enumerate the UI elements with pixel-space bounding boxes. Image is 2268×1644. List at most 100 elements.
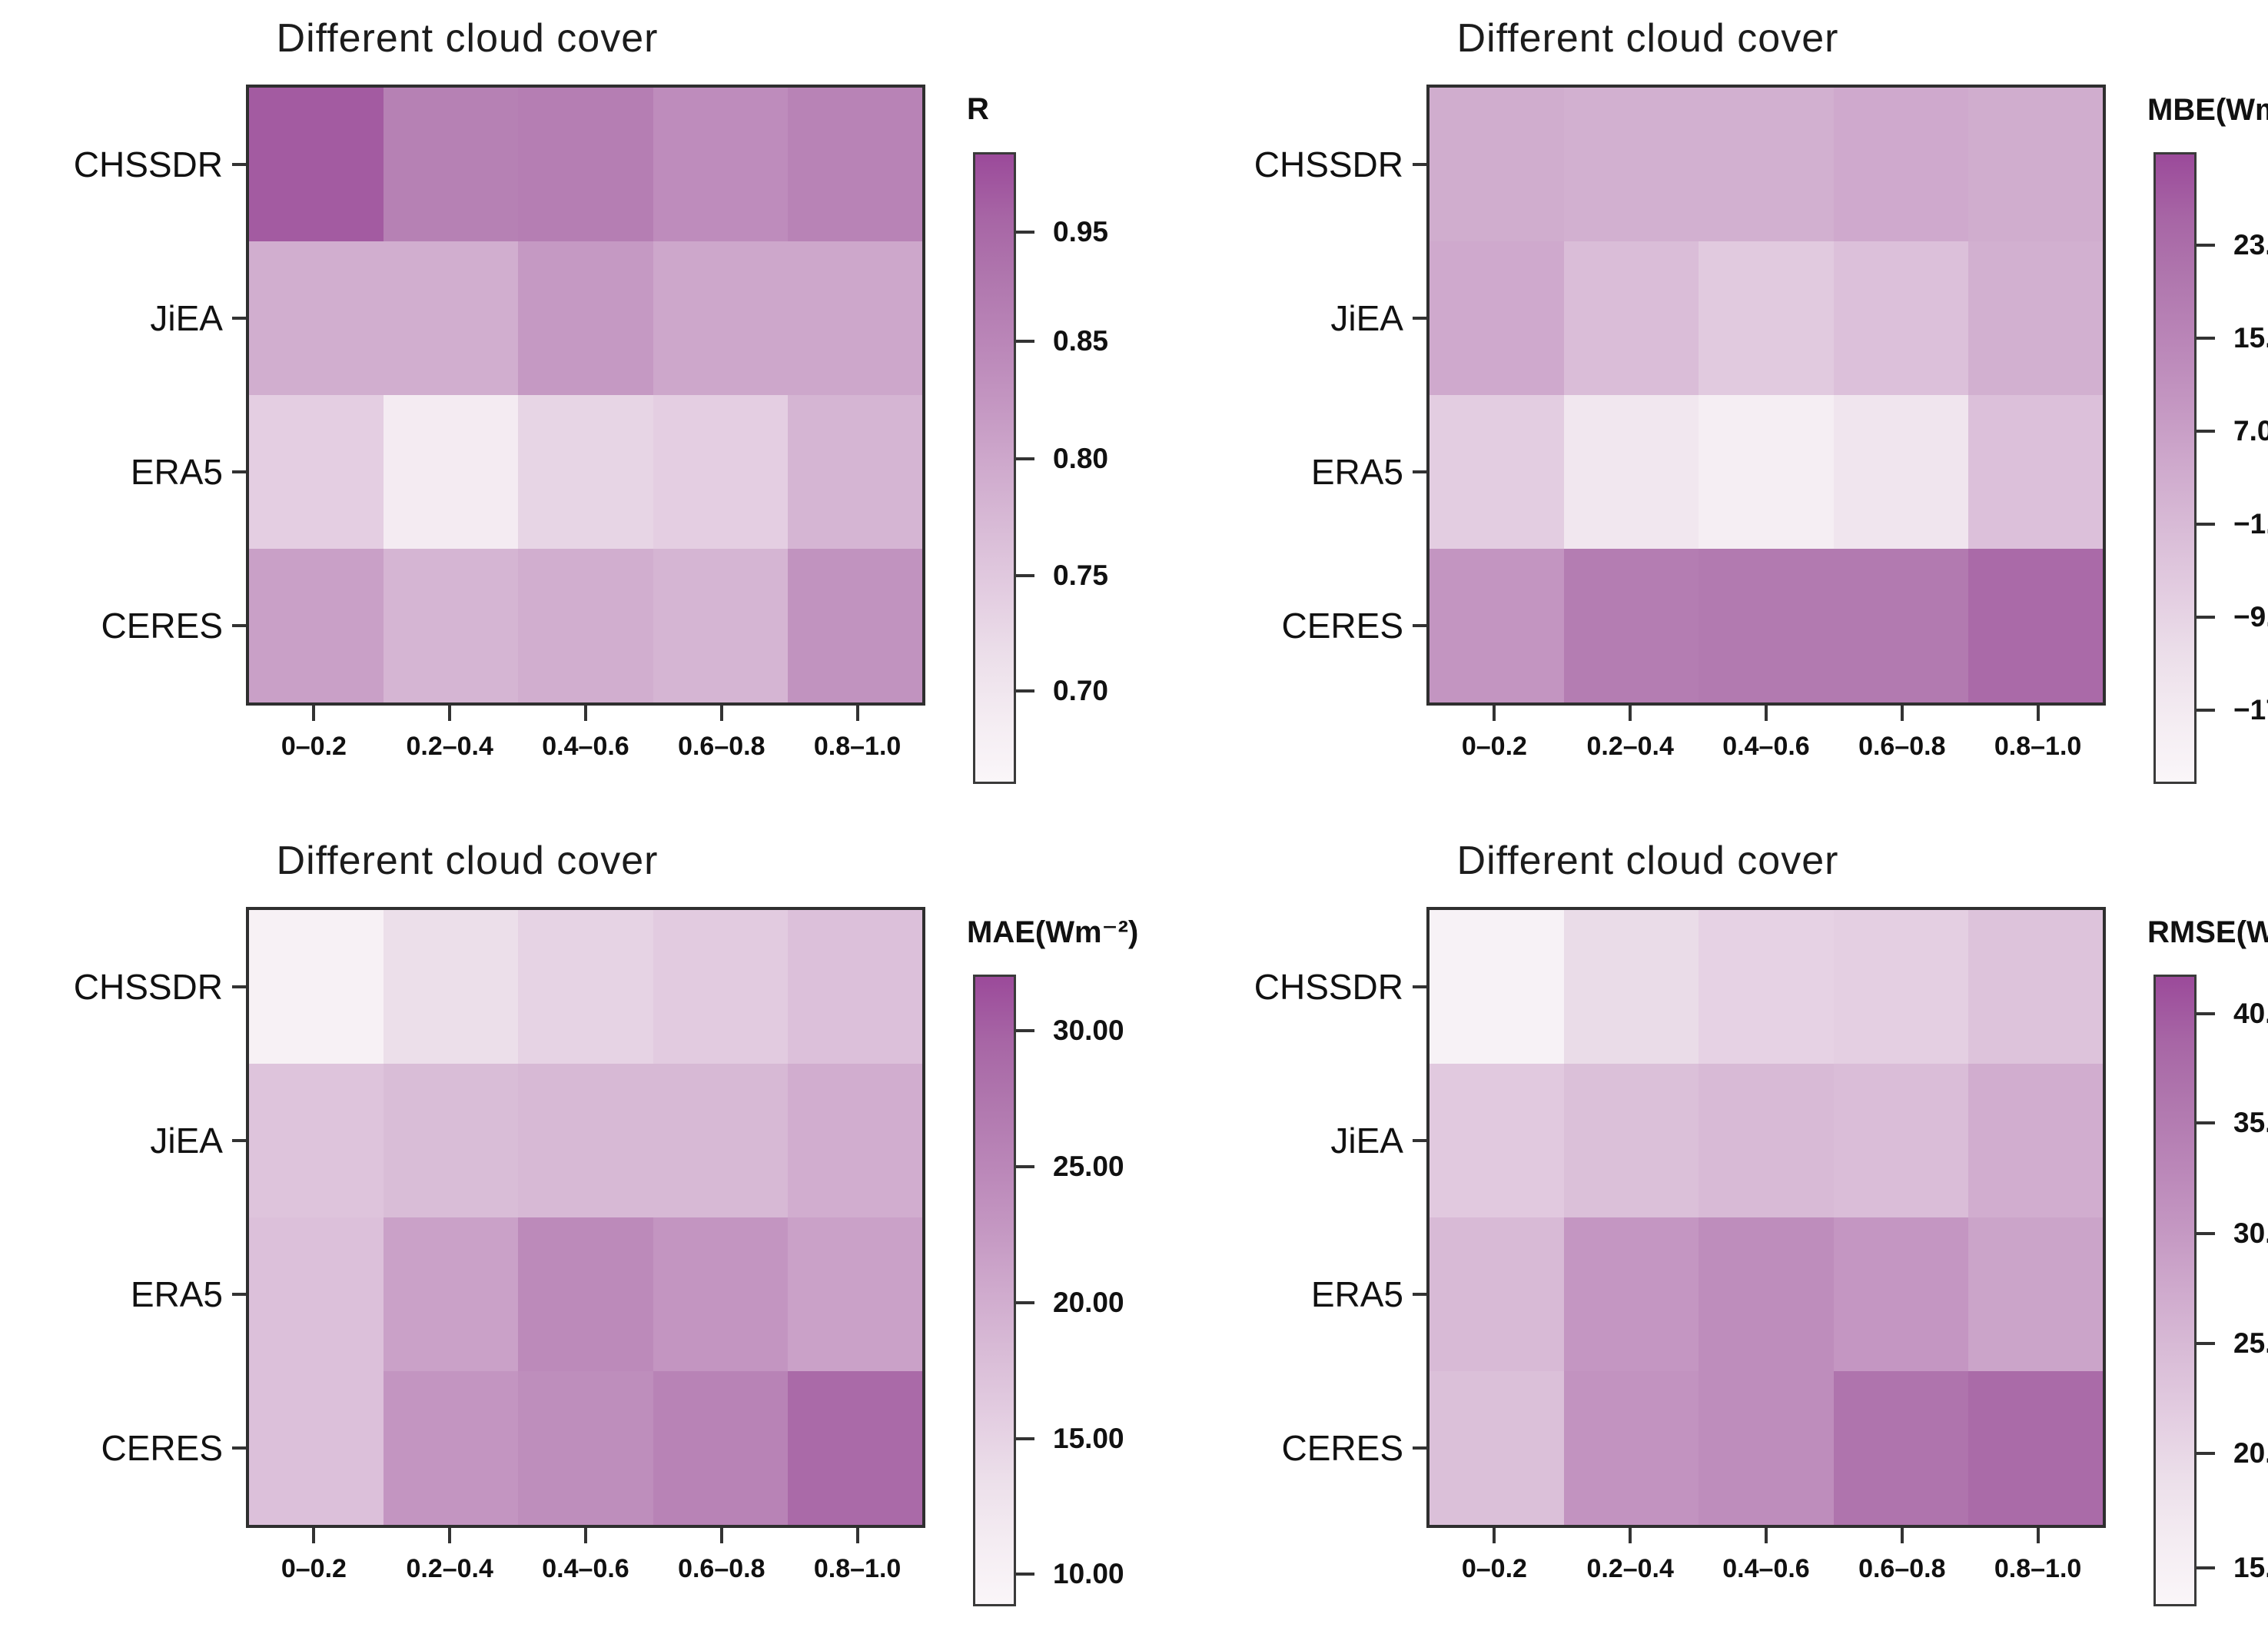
colorbar-tick-label: 30.00: [1053, 1015, 1124, 1047]
colorbar-tick-label: −1.00: [2233, 508, 2268, 540]
heatmap-cell: [518, 1370, 653, 1525]
x-axis: 0–0.2 0.2–0.4 0.4–0.6 0.6–0.8 0.8–1.0: [246, 1527, 925, 1612]
panel-body: CHSSDR JiEA ERA5 CERES 0–0.2 0.2–0.4 0.4–0.6 0…: [22, 85, 1180, 790]
x-axis-tick: [2036, 1527, 2040, 1543]
heatmap-cell: [384, 88, 519, 241]
heatmap-cell: [787, 1370, 922, 1525]
x-axis-tick: [1493, 1527, 1496, 1543]
y-axis-tick: [232, 1138, 246, 1142]
colorbar-tick-label: −9.00: [2233, 600, 2268, 633]
heatmap-cell: [1430, 241, 1565, 395]
x-axis-label: 0.8–1.0: [813, 1553, 902, 1583]
x-axis-label: 0.6–0.8: [678, 1553, 765, 1583]
y-axis-tick: [1413, 163, 1426, 166]
colorbar-tick: [1016, 339, 1034, 343]
x-axis-tick: [584, 706, 587, 721]
x-axis-label: 0.6–0.8: [1858, 1553, 1946, 1583]
y-axis-tick: [1413, 317, 1426, 320]
y-axis-row: CERES: [22, 549, 246, 702]
x-axis-tick: [1765, 706, 1768, 721]
y-axis-tick: [232, 985, 246, 988]
heatmap-cell: [1967, 1370, 2103, 1525]
y-axis-label: CHSSDR: [73, 966, 223, 1007]
colorbar-tick-label: 10.00: [1053, 1558, 1124, 1590]
heatmap-cell: [249, 1063, 384, 1217]
heatmap-cell: [1833, 395, 1968, 549]
heatmap-cell: [518, 909, 653, 1064]
heatmap-cell: [1833, 1063, 1968, 1217]
colorbar-gradient: [2153, 974, 2197, 1606]
heatmap-cell: [384, 549, 519, 702]
heatmap-cell: [384, 241, 519, 395]
heatmap-cell: [384, 395, 519, 549]
heatmap-cell: [1564, 241, 1699, 395]
x-axis-tick: [1900, 706, 1904, 721]
y-axis-row: CERES: [1202, 1371, 1426, 1525]
heatmap-cell: [249, 549, 384, 702]
colorbar-gradient: [2153, 152, 2197, 784]
heatmap-cell: [249, 1370, 384, 1525]
heatmap-cell: [1699, 1063, 1834, 1217]
heatmap-cell: [518, 241, 653, 395]
colorbar-tick: [2197, 1566, 2215, 1570]
x-axis-label: 0.2–0.4: [406, 1553, 493, 1583]
colorbar-tick-label: 15.00: [1053, 1422, 1124, 1454]
plot-area: 0–0.2 0.2–0.4 0.4–0.6 0.6–0.8 0.8–1.0: [246, 85, 925, 790]
colorbar: 23.00 15.00 7.00 −1.00 −9.00 −17.00: [2153, 152, 2268, 784]
heatmap-cell: [1833, 88, 1968, 241]
y-axis-row: JiEA: [22, 241, 246, 395]
panel-title: Different cloud cover: [1456, 16, 1839, 61]
y-axis-row: JiEA: [22, 1064, 246, 1217]
colorbar: 40.00 35.00 30.00 25.00 20.00 15.00: [2153, 974, 2268, 1606]
heatmap-grid: [1426, 85, 2106, 706]
heatmap-cell: [1564, 1217, 1699, 1371]
colorbar-block: R 0.95 0.85 0.80 0.75 0.70: [967, 92, 1180, 784]
heatmap-cell: [1833, 1217, 1968, 1371]
x-axis-tick: [584, 1527, 587, 1543]
x-axis-label: 0.6–0.8: [1858, 732, 1946, 761]
panel-body: CHSSDR JiEA ERA5 CERES 0–0.2 0.2–0.4 0.4–0.6 0…: [1202, 85, 2268, 790]
heatmap-cell: [518, 1063, 653, 1217]
heatmap-cell: [653, 1370, 788, 1525]
y-axis-row: CERES: [22, 1371, 246, 1525]
colorbar-tick-label: 20.00: [2233, 1436, 2268, 1469]
y-axis-label: JiEA: [1330, 298, 1403, 338]
colorbar-tick-label: 15.00: [2233, 1552, 2268, 1584]
heatmap-cell: [653, 395, 788, 549]
heatmap-cell: [787, 88, 922, 241]
colorbar-tick: [1016, 1165, 1034, 1169]
panel-body: CHSSDR JiEA ERA5 CERES 0–0.2 0.2–0.4 0.4–0.6 0…: [22, 906, 1180, 1612]
x-axis-label: 0–0.2: [281, 732, 347, 761]
heatmap-cell: [787, 241, 922, 395]
y-axis-row: ERA5: [22, 1217, 246, 1371]
y-axis-tick: [232, 1292, 246, 1296]
y-axis-row: JiEA: [1202, 241, 1426, 395]
heatmap-cell: [1699, 549, 1834, 702]
colorbar-tick: [1016, 231, 1034, 234]
heatmap-grid: [1426, 906, 2106, 1528]
colorbar-tick-label: −17.00: [2233, 693, 2268, 726]
heatmap-cell: [1699, 909, 1834, 1064]
colorbar-tick-label: 25.00: [1053, 1151, 1124, 1183]
y-axis-tick: [1413, 1446, 1426, 1450]
y-axis-tick: [232, 1446, 246, 1450]
colorbar-tick-label: 7.00: [2233, 415, 2268, 447]
heatmap-cell: [518, 549, 653, 702]
panel-body: CHSSDR JiEA ERA5 CERES 0–0.2 0.2–0.4 0.4–0.6 0…: [1202, 906, 2268, 1612]
colorbar-block: RMSE(Wm⁻²) 40.00 35.00 30.00 25.00 20.00 15.0…: [2147, 915, 2268, 1606]
colorbar-tick-label: 0.80: [1053, 443, 1109, 475]
heatmap-cell: [653, 241, 788, 395]
heatmap-cell: [1564, 88, 1699, 241]
plot-area: 0–0.2 0.2–0.4 0.4–0.6 0.6–0.8 0.8–1.0: [246, 906, 925, 1612]
colorbar-block: MBE(Wm⁻²) 23.00 15.00 7.00 −1.00 −9.00 −17.00: [2147, 93, 2268, 784]
y-axis-tick: [1413, 1292, 1426, 1296]
y-axis-row: ERA5: [1202, 395, 1426, 549]
y-axis-label: CERES: [1281, 1427, 1403, 1468]
x-axis-tick: [448, 1527, 452, 1543]
x-axis-tick: [312, 706, 316, 721]
heatmap-cell: [249, 909, 384, 1064]
colorbar-tick: [2197, 1451, 2215, 1455]
x-axis-label: 0.4–0.6: [542, 1553, 629, 1583]
panel-mbe: Different cloud cover CHSSDR JiEA ERA5 CERE…: [1180, 0, 2268, 822]
y-axis-row: CHSSDR: [1202, 88, 1426, 241]
